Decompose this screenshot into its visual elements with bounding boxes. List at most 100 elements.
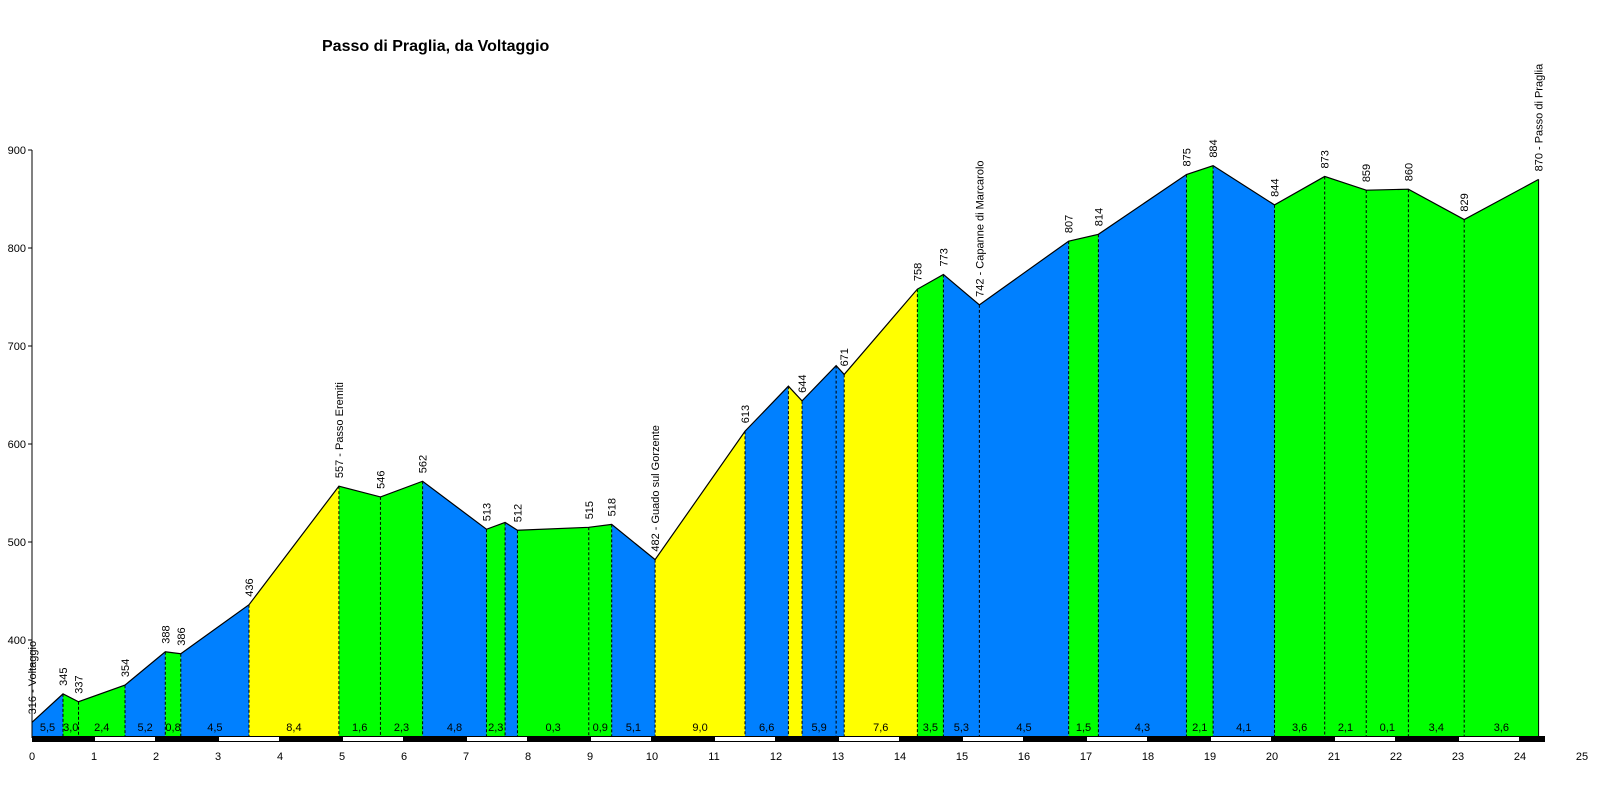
point-label-1: 345 [58, 668, 70, 686]
segment-fill-0 [32, 693, 63, 738]
segment-fill-30 [1366, 189, 1409, 738]
segment-fill-14 [611, 524, 656, 738]
segment-fill-32 [1464, 179, 1539, 738]
km-strip-block-23 [1459, 737, 1519, 741]
gradient-label-24: 1,5 [1076, 722, 1091, 734]
point-label-9: 562 [418, 455, 430, 473]
point-label-19: 773 [938, 248, 950, 266]
gradient-label-6: 8,4 [286, 722, 301, 734]
gradient-label-23: 4,5 [1016, 722, 1031, 734]
km-strip-block-11 [715, 737, 775, 741]
x-tick-label-5: 5 [339, 751, 345, 763]
x-tick-label-19: 19 [1204, 751, 1216, 763]
gradient-label-2: 2,4 [94, 722, 109, 734]
point-label-16: 644 [797, 375, 809, 393]
gradient-label-25: 4,3 [1135, 722, 1150, 734]
segment-fill-13 [588, 524, 612, 738]
point-label-3: 354 [120, 659, 132, 677]
x-tick-label-0: 0 [29, 751, 35, 763]
point-label-2: 337 [74, 675, 86, 693]
x-tick-label-18: 18 [1142, 751, 1154, 763]
y-tick-label-2: 600 [8, 439, 26, 451]
y-tick-label-0: 400 [8, 635, 26, 647]
segment-fill-26 [1186, 165, 1214, 738]
segment-fill-21 [917, 274, 944, 738]
segment-fill-12 [517, 527, 589, 738]
gradient-label-16: 6,6 [759, 722, 774, 734]
segment-fill-4 [165, 651, 181, 738]
point-label-12: 515 [584, 501, 596, 519]
km-strip-block-7 [467, 737, 527, 741]
x-tick-label-17: 17 [1080, 751, 1092, 763]
point-label-20: 742 - Capanne di Marcarolo [974, 160, 986, 296]
point-label-23: 875 [1181, 148, 1193, 166]
point-label-8: 546 [375, 471, 387, 489]
point-label-28: 860 [1403, 163, 1415, 181]
point-label-13: 518 [607, 498, 619, 516]
point-label-15: 613 [740, 405, 752, 423]
point-label-7: 557 - Passo Eremiti [334, 382, 346, 478]
y-tick-label-3: 700 [8, 341, 26, 353]
km-strip-block-21 [1335, 737, 1395, 741]
x-tick-label-9: 9 [587, 751, 593, 763]
gradient-label-31: 3,4 [1429, 722, 1444, 734]
x-tick-label-13: 13 [832, 751, 844, 763]
point-label-18: 758 [912, 263, 924, 281]
gradient-label-7: 1,6 [352, 722, 367, 734]
point-label-14: 482 - Guado sul Gorzente [650, 425, 662, 552]
point-label-22: 814 [1093, 208, 1105, 226]
gradient-label-9: 4,8 [447, 722, 462, 734]
point-label-17: 671 [839, 348, 851, 366]
segment-fill-7 [338, 486, 381, 738]
gradient-label-5: 4,5 [207, 722, 222, 734]
segment-fill-22 [943, 274, 980, 738]
gradient-label-28: 3,6 [1292, 722, 1307, 734]
segment-fill-2 [78, 685, 125, 738]
gradient-label-10: 2,3 [488, 722, 503, 734]
segment-fill-17 [788, 386, 803, 738]
km-strip-block-15 [963, 737, 1023, 741]
segment-fill-15 [655, 431, 745, 738]
point-label-25: 844 [1269, 179, 1281, 197]
point-label-10: 513 [481, 503, 493, 521]
y-tick-label-1: 500 [8, 537, 26, 549]
x-tick-label-16: 16 [1018, 751, 1030, 763]
x-tick-label-11: 11 [708, 751, 719, 763]
profile-outline [31, 165, 1539, 723]
y-tick-label-4: 800 [8, 243, 26, 255]
x-tick-label-1: 1 [91, 751, 97, 763]
x-tick-label-23: 23 [1452, 751, 1464, 763]
segment-fill-31 [1408, 189, 1465, 738]
gradient-label-26: 2,1 [1192, 722, 1207, 734]
gradient-label-13: 0,9 [593, 722, 608, 734]
segment-fill-27 [1213, 165, 1275, 738]
segment-fill-3 [125, 651, 166, 738]
gradient-label-12: 0,3 [545, 722, 560, 734]
x-tick-label-25: 25 [1576, 751, 1588, 763]
segment-fill-5 [180, 604, 249, 738]
point-label-24: 884 [1208, 139, 1220, 157]
km-strip-block-3 [219, 737, 279, 741]
x-tick-label-12: 12 [770, 751, 782, 763]
segment-fill-1 [63, 693, 79, 738]
gradient-label-14: 5,1 [626, 722, 641, 734]
gradient-label-18: 5,9 [811, 722, 826, 734]
km-strip-base [32, 736, 1545, 742]
point-label-26: 873 [1320, 150, 1332, 168]
point-label-21: 807 [1064, 215, 1076, 233]
x-tick-label-21: 21 [1328, 751, 1340, 763]
km-strip-block-13 [839, 737, 899, 741]
gradient-label-8: 2,3 [394, 722, 409, 734]
km-strip-block-9 [591, 737, 651, 741]
x-tick-label-4: 4 [277, 751, 283, 763]
segment-fill-11 [505, 522, 518, 738]
x-tick-label-6: 6 [401, 751, 407, 763]
point-label-30: 870 - Passo di Praglia [1534, 63, 1546, 171]
km-strip-block-5 [343, 737, 403, 741]
chart-title: Passo di Praglia, da Voltaggio [322, 38, 550, 55]
segment-fill-29 [1324, 176, 1367, 738]
segment-fill-10 [486, 522, 506, 738]
x-tick-label-14: 14 [894, 751, 906, 763]
